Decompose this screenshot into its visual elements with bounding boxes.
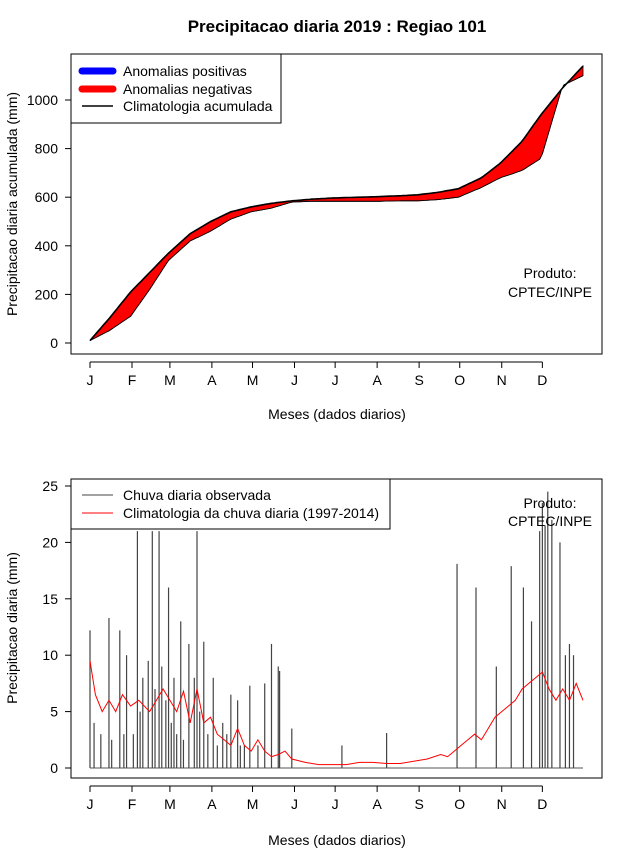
x-tick-label-month: S [414,796,423,812]
legend-label-observed: Chuva diaria observada [123,487,271,503]
x-tick-label-month: D [537,796,547,812]
y-axis: 0 5 10 15 20 25 [42,478,72,776]
x-tick-label-month: A [372,796,382,812]
x-tick-label-month: A [207,372,217,388]
x-tick-label-month: F [128,372,137,388]
x-tick-label-month: O [454,372,465,388]
y-tick-label: 200 [35,286,59,302]
x-tick-label-month: J [332,796,339,812]
accumulated-chart: 0 200 400 600 800 1000 J F M A M J J A S O N D Precipita… [4,53,603,422]
product-label-line2: CPTEC/INPE [508,513,592,529]
x-tick-label-month: N [497,372,507,388]
x-axis-label: Meses (dados diarios) [268,832,406,848]
product-label-line2: CPTEC/INPE [508,284,592,300]
observed-bars [89,491,583,769]
x-tick-label-month: A [207,796,217,812]
page-title: Precipitacao diaria 2019 : Regiao 101 [188,17,487,36]
x-tick-label-month: A [372,372,382,388]
climatology-line-layer [89,660,584,766]
x-tick-label-month: J [291,372,298,388]
climatology-daily-line [89,660,584,766]
x-tick-label-month: M [247,372,259,388]
x-tick-label-month: D [537,372,547,388]
legend-label-climatology: Climatologia acumulada [123,98,273,114]
x-tick-label-month: F [128,796,137,812]
x-tick-label-month: J [87,372,94,388]
y-tick-label: 15 [42,591,58,607]
product-label-line1: Produto: [524,495,577,511]
x-tick-label-month: M [164,796,176,812]
y-axis-label: Precipitacao diaria (mm) [4,552,20,704]
y-tick-label: 800 [35,141,59,157]
legend: Chuva diaria observada Climatologia da c… [70,478,391,530]
x-tick-label-month: N [497,796,507,812]
legend-label-climatology: Climatologia da chuva diaria (1997-2014) [123,505,379,521]
y-tick-label: 1000 [27,92,58,108]
product-label-line1: Produto: [524,265,577,281]
legend-label-positive: Anomalias positivas [123,63,247,79]
y-tick-label: 20 [42,534,58,550]
x-tick-label-month: J [332,372,339,388]
x-tick-label-month: M [164,372,176,388]
y-tick-label: 10 [42,647,58,663]
y-tick-label: 5 [50,704,58,720]
daily-chart: 0 5 10 15 20 25 J F M A M J J A S O N D Precipitacao dia… [4,478,603,848]
x-tick-label-month: M [247,796,259,812]
y-axis: 0 200 400 600 800 1000 [27,92,72,351]
observed-accumulated-line [89,75,584,341]
y-tick-label: 25 [42,478,58,494]
x-tick-label-month: J [87,796,94,812]
legend-label-negative: Anomalias negativas [123,81,252,97]
y-axis-label: Precipitacao diaria acumulada (mm) [4,92,20,316]
y-tick-label: 0 [50,760,58,776]
y-tick-label: 600 [35,189,59,205]
x-tick-label-month: J [291,796,298,812]
legend-box [70,478,391,530]
x-axis-label: Meses (dados diarios) [268,406,406,422]
y-tick-label: 0 [50,335,58,351]
y-tick-label: 400 [35,238,59,254]
series-lines [89,65,584,342]
climatology-line [89,65,584,342]
x-tick-label-month: S [414,372,423,388]
legend: Anomalias positivas Anomalias negativas … [70,53,282,124]
x-tick-label-month: O [454,796,465,812]
